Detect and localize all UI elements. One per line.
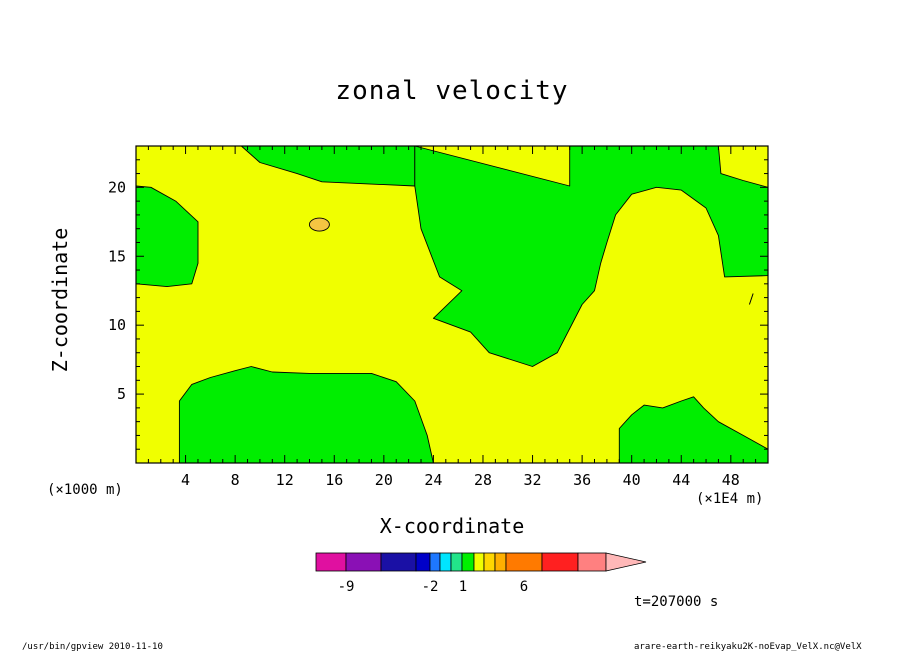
x-axis-label: X-coordinate [379,514,525,538]
chart-title: zonal velocity [335,76,569,106]
x-tick-label: 24 [424,471,442,489]
x-tick-label: 28 [474,471,492,489]
colorbar-segment [473,552,485,572]
colorbar-segment [429,552,441,572]
y-tick-label: 15 [108,247,126,265]
x-tick-label: 48 [722,471,740,489]
colorbar-tick-label: -9 [338,579,355,595]
x-tick-label: 36 [573,471,591,489]
colorbar-segment [483,552,496,572]
contour-regions [135,145,769,464]
x-unit-label-right: (×1E4 m) [696,491,764,507]
colorbar-segment [315,552,347,572]
footer-left: /usr/bin/gpview 2010-11-10 [22,642,163,652]
plot-frame [135,145,769,464]
colorbar-tick-label: 1 [459,579,467,595]
y-tick-label: 10 [108,316,126,334]
colorbar-segment [380,552,417,572]
time-label: t=207000 s [634,594,719,610]
colorbar-segment [345,552,382,572]
small-anomalies [308,217,754,305]
x-tick-label: 32 [524,471,542,489]
x-tick-label: 16 [325,471,343,489]
colorbar: -9 -2 1 6 [315,552,647,595]
colorbar-segment [439,552,452,572]
x-tick-label: 40 [623,471,641,489]
colorbar-segment [541,552,579,572]
x-tick-label: 4 [181,471,190,489]
region-green-upper-left [135,185,199,288]
x-tick-label: 8 [231,471,240,489]
colorbar-segment [494,552,507,572]
colorbar-segment [415,552,431,572]
footer-right: arare-earth-reikyaku2K-noEvap_VelX.nc@Ve… [634,642,862,652]
colorbar-segment [461,552,475,572]
y-axis-label: Z-coordinate [48,227,72,373]
x-tick-label: 12 [276,471,294,489]
region-green-bottom-left [178,366,434,464]
colorbar-segment [577,552,607,572]
region-green-right-upper [414,145,769,367]
x-tick-label: 44 [672,471,690,489]
colorbar-extension-arrow [605,552,647,572]
y-tick-label: 5 [117,385,126,403]
anomaly-small-contour [748,293,754,305]
x-tick-label: 20 [375,471,393,489]
colorbar-segment [505,552,543,572]
colorbar-tick-label: -2 [422,579,439,595]
y-tick-label: 20 [108,178,126,196]
x-unit-label-left: (×1000 m) [47,482,123,498]
colorbar-tick-label: 6 [520,579,528,595]
colorbar-segment [450,552,463,572]
anomaly-orange-blob [308,217,330,232]
